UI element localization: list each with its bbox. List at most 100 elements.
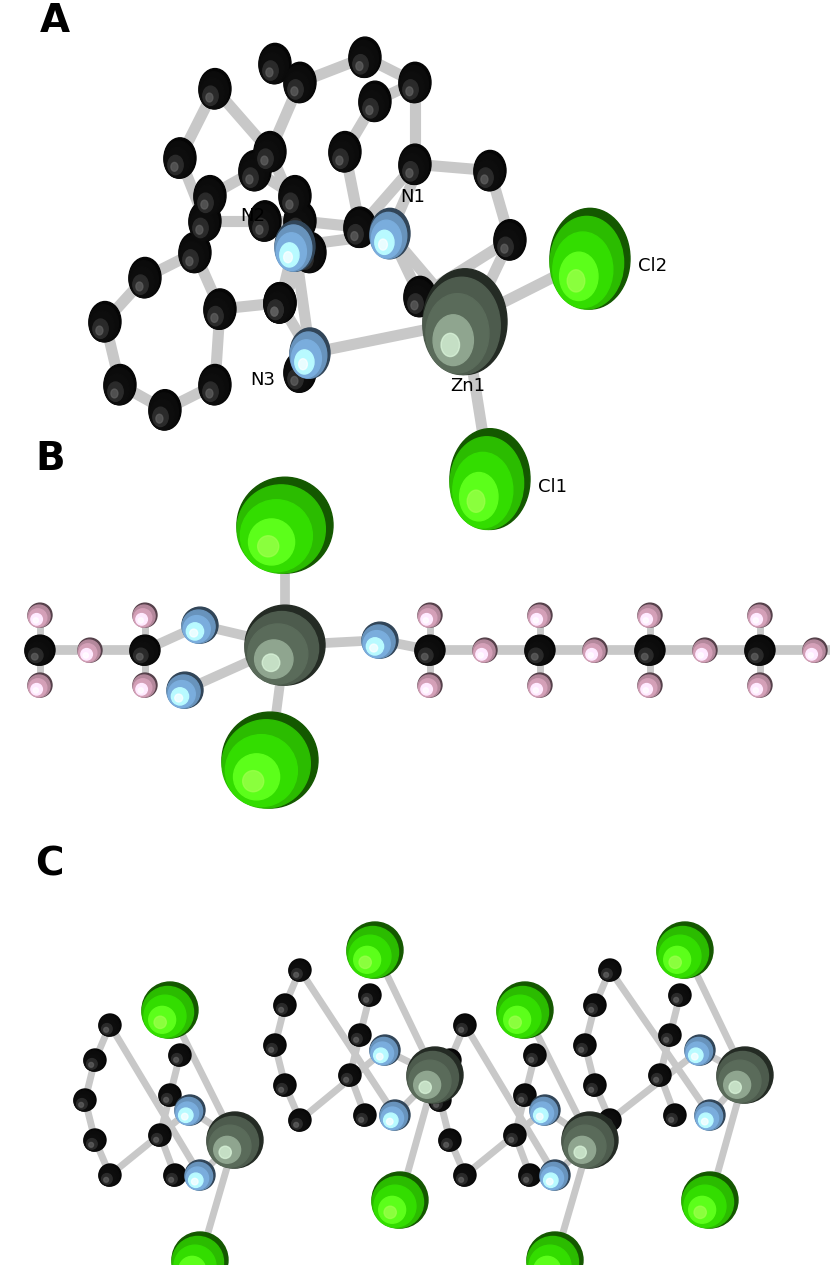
Circle shape [199,72,228,109]
Circle shape [79,1102,84,1107]
Circle shape [399,147,428,185]
Circle shape [182,610,215,643]
Circle shape [175,1095,205,1125]
Circle shape [434,1102,438,1107]
Circle shape [540,1160,570,1190]
Circle shape [265,292,289,323]
Circle shape [279,178,309,216]
Circle shape [130,267,154,297]
Circle shape [78,640,100,662]
Circle shape [638,673,662,697]
Circle shape [351,231,358,240]
Circle shape [339,1066,359,1087]
Circle shape [664,1037,669,1042]
Circle shape [423,268,507,374]
Circle shape [588,1007,593,1012]
Circle shape [133,673,157,697]
Circle shape [179,235,208,272]
Circle shape [464,282,496,323]
Circle shape [404,280,433,316]
Text: A: A [40,3,70,40]
Circle shape [104,1178,109,1183]
Circle shape [719,1060,761,1102]
Circle shape [239,151,271,191]
Circle shape [748,603,772,627]
Circle shape [85,1054,101,1070]
Circle shape [529,608,547,626]
Circle shape [301,257,308,266]
Circle shape [149,393,178,430]
Circle shape [349,1026,369,1046]
Circle shape [669,984,691,1006]
Circle shape [291,969,302,979]
Circle shape [264,286,294,323]
Circle shape [745,635,775,665]
Circle shape [524,1044,546,1066]
Circle shape [205,299,229,329]
Circle shape [199,364,231,405]
Circle shape [259,43,291,83]
Circle shape [587,1084,598,1094]
Circle shape [753,617,759,624]
Circle shape [553,231,613,307]
Circle shape [237,484,325,573]
Circle shape [289,1111,310,1131]
Circle shape [129,258,161,297]
Circle shape [149,1130,166,1146]
Circle shape [256,225,263,234]
Circle shape [504,1125,526,1146]
Circle shape [242,770,264,792]
Circle shape [25,635,55,665]
Circle shape [329,132,361,172]
Circle shape [654,1078,658,1083]
Circle shape [422,654,428,660]
Circle shape [519,1098,524,1102]
Circle shape [289,961,310,982]
Circle shape [577,1044,587,1054]
Circle shape [154,1137,159,1142]
Circle shape [262,654,280,672]
Circle shape [423,688,428,693]
Circle shape [339,1064,361,1087]
Circle shape [528,676,550,697]
Circle shape [584,1074,606,1095]
Circle shape [481,175,488,183]
Circle shape [694,644,712,662]
Circle shape [749,608,767,626]
Circle shape [527,1232,583,1265]
Circle shape [185,1163,212,1190]
Circle shape [696,1107,719,1130]
Circle shape [411,301,418,310]
Circle shape [99,1015,121,1036]
Circle shape [133,603,157,627]
Circle shape [536,1113,543,1120]
Circle shape [354,1104,376,1126]
Circle shape [330,140,354,171]
Circle shape [476,649,487,660]
Circle shape [415,635,445,665]
Circle shape [459,1178,464,1183]
Circle shape [74,1089,96,1111]
Circle shape [193,219,208,238]
Circle shape [342,1074,352,1084]
Circle shape [207,1117,258,1168]
Circle shape [638,605,660,627]
Circle shape [525,638,553,665]
Circle shape [299,359,307,369]
Circle shape [359,984,381,1006]
Circle shape [131,643,154,664]
Circle shape [286,362,309,392]
Circle shape [370,1035,400,1065]
Circle shape [352,1034,362,1044]
Circle shape [383,1113,398,1127]
Circle shape [399,144,431,185]
Circle shape [643,617,648,624]
Circle shape [409,1060,451,1102]
Circle shape [101,1174,112,1184]
Circle shape [494,223,524,261]
Circle shape [468,300,483,320]
Circle shape [170,1049,186,1065]
Circle shape [662,1034,672,1044]
Circle shape [455,1169,471,1185]
Circle shape [75,1094,91,1111]
